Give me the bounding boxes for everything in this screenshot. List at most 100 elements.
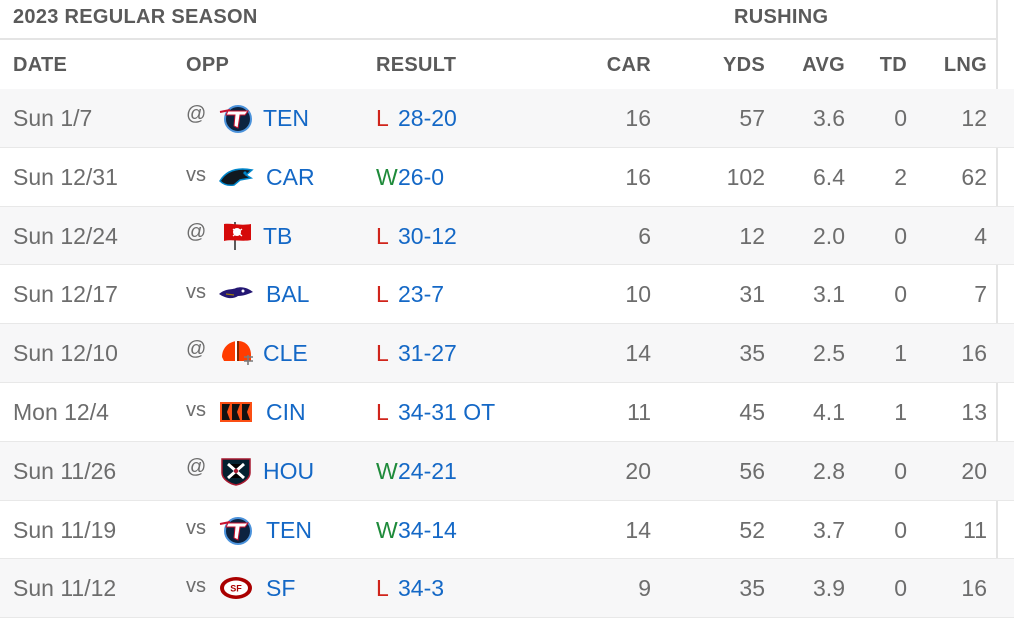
home-away-indicator: vs [186,281,206,304]
touchdowns-cell: 0 [894,105,907,131]
average-cell: 3.6 [813,105,845,131]
table-row: Sun 11/26 @ HOU W 24-21 20 56 2.8 0 20 [0,441,1014,501]
longest-cell: 16 [961,575,987,602]
col-date[interactable]: DATE [13,54,68,76]
home-away-indicator: vs [186,575,206,598]
yards-cell: 56 [739,457,765,484]
touchdowns-cell: 0 [894,281,907,308]
table-row: Sun 1/7 @ TEN L 28-20 16 57 3.6 0 12 [0,89,1014,148]
col-result[interactable]: RESULT [376,54,457,76]
score-link[interactable]: 34-14 [398,516,457,543]
score-link[interactable]: 34-31 OT [398,398,496,425]
win-loss-indicator: L [376,281,389,308]
svg-text:SF: SF [230,584,242,594]
win-loss-indicator: L [376,105,389,131]
col-car[interactable]: CAR [606,54,651,76]
carries-cell: 16 [625,163,651,190]
column-header-row: DATE OPP RESULT CAR YDS AVG TD LNG [0,40,1014,91]
average-cell: 2.8 [813,457,845,484]
home-away-indicator: vs [186,398,206,421]
opponent-link[interactable]: BAL [266,281,310,308]
home-away-indicator: vs [186,516,206,539]
browns-logo-icon [218,337,254,369]
win-loss-indicator: W [376,457,398,484]
opponent-link[interactable]: TEN [263,105,309,131]
carries-cell: 11 [627,398,651,425]
col-lng[interactable]: LNG [943,54,987,76]
titans-logo-icon [218,514,254,546]
score-link[interactable]: 31-27 [398,340,457,367]
win-loss-indicator: W [376,516,398,543]
touchdowns-cell: 1 [894,398,907,425]
titans-logo-icon [218,102,254,134]
carries-cell: 6 [638,222,651,249]
season-title: 2023 REGULAR SEASON [13,6,258,28]
average-cell: 2.0 [813,222,845,249]
average-cell: 3.9 [813,575,845,602]
longest-cell: 7 [974,281,987,308]
texans-logo-icon [218,455,254,487]
carries-cell: 14 [625,340,651,367]
opponent-link[interactable]: CAR [266,163,315,190]
home-away-indicator: @ [186,455,207,478]
bengals-logo-icon [218,396,254,428]
col-yds[interactable]: YDS [722,54,765,76]
score-link[interactable]: 26-0 [398,163,445,190]
longest-cell: 16 [961,340,987,367]
yards-cell: 12 [739,222,765,249]
table-row: Sun 12/31 vs CAR W 26-0 16 102 6.4 2 62 [0,148,1014,207]
game-date: Sun 12/17 [13,281,118,308]
longest-cell: 4 [974,222,987,249]
average-cell: 3.1 [813,281,845,308]
carries-cell: 9 [638,575,651,602]
touchdowns-cell: 0 [894,457,907,484]
score-link[interactable]: 34-3 [398,575,445,602]
yards-cell: 35 [739,340,765,367]
col-td[interactable]: TD [879,54,907,76]
opponent-link[interactable]: CIN [266,398,306,425]
rushing-group-label: RUSHING [734,6,829,28]
score-link[interactable]: 24-21 [398,457,457,484]
game-date: Sun 11/26 [13,457,117,484]
yards-cell: 52 [739,516,765,543]
score-link[interactable]: 28-20 [398,105,457,131]
average-cell: 3.7 [813,516,845,543]
buccaneers-logo-icon [218,220,254,252]
game-date: Sun 12/24 [13,222,118,249]
table-row: Sun 12/24 @ TB L 30-12 6 12 2.0 0 4 [0,206,1014,266]
opponent-link[interactable]: TEN [266,516,312,543]
table-row: Sun 12/17 vs BAL L 23-7 10 31 3.1 0 7 [0,265,1014,325]
yards-cell: 45 [739,398,765,425]
game-date: Mon 12/4 [13,398,109,425]
table-row: Sun 11/12 vs SF SF L 34-3 9 35 3.9 0 16 [0,559,1014,618]
opponent-link[interactable]: HOU [263,457,315,484]
opponent-link[interactable]: SF [266,575,296,602]
win-loss-indicator: W [376,163,398,190]
ravens-logo-icon [218,278,254,310]
home-away-indicator: @ [186,103,207,125]
yards-cell: 31 [739,281,765,308]
score-link[interactable]: 30-12 [398,222,457,249]
yards-cell: 57 [739,105,765,131]
carries-cell: 16 [625,105,651,131]
touchdowns-cell: 0 [894,575,907,602]
opponent-link[interactable]: CLE [263,340,308,367]
longest-cell: 20 [961,457,987,484]
average-cell: 4.1 [813,398,845,425]
win-loss-indicator: L [376,340,389,367]
home-away-indicator: @ [186,338,207,361]
yards-cell: 102 [726,163,765,190]
touchdowns-cell: 2 [894,163,907,190]
col-opp[interactable]: OPP [186,54,230,76]
opponent-link[interactable]: TB [263,222,293,249]
49ers-logo-icon: SF [218,572,254,604]
table-row: Sun 12/10 @ CLE L 31-27 14 35 2.5 1 16 [0,324,1014,383]
score-link[interactable]: 23-7 [398,281,445,308]
game-rows: Sun 1/7 @ TEN L 28-20 16 57 3.6 0 12 Sun 12/31 vs CA… [0,89,1014,618]
carries-cell: 10 [625,281,651,308]
col-avg[interactable]: AVG [802,54,845,76]
game-date: Sun 11/19 [13,516,117,543]
touchdowns-cell: 1 [894,340,907,367]
win-loss-indicator: L [376,398,389,425]
